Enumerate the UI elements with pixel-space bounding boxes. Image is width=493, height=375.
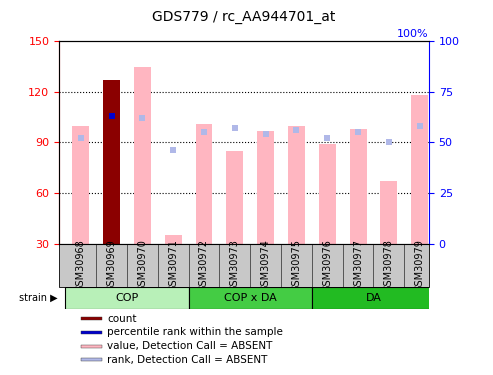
Text: COP: COP <box>115 293 139 303</box>
Bar <box>188 287 312 309</box>
Text: DA: DA <box>365 293 382 303</box>
Bar <box>196 124 212 243</box>
Text: GSM30969: GSM30969 <box>106 239 116 292</box>
Text: value, Detection Call = ABSENT: value, Detection Call = ABSENT <box>107 341 273 351</box>
Bar <box>81 331 102 334</box>
Text: GSM30974: GSM30974 <box>261 239 271 292</box>
Bar <box>65 287 188 309</box>
Text: percentile rank within the sample: percentile rank within the sample <box>107 327 283 338</box>
Text: GSM30970: GSM30970 <box>138 239 147 292</box>
Text: strain ▶: strain ▶ <box>19 293 58 303</box>
Text: GSM30976: GSM30976 <box>322 239 332 292</box>
Text: COP x DA: COP x DA <box>224 293 277 303</box>
Text: GSM30978: GSM30978 <box>384 239 394 292</box>
Bar <box>103 80 120 243</box>
Bar <box>81 345 102 348</box>
Bar <box>319 144 336 243</box>
Bar <box>72 126 89 243</box>
Text: count: count <box>107 314 137 324</box>
Text: GSM30979: GSM30979 <box>415 239 424 292</box>
Bar <box>350 129 366 243</box>
Text: 100%: 100% <box>397 29 429 39</box>
Text: GSM30971: GSM30971 <box>168 239 178 292</box>
Bar <box>381 181 397 243</box>
Text: GDS779 / rc_AA944701_at: GDS779 / rc_AA944701_at <box>152 10 336 24</box>
Text: rank, Detection Call = ABSENT: rank, Detection Call = ABSENT <box>107 355 268 365</box>
Bar <box>411 95 428 243</box>
Bar <box>288 126 305 243</box>
Bar <box>165 235 181 243</box>
Text: GSM30977: GSM30977 <box>353 239 363 292</box>
Text: GSM30972: GSM30972 <box>199 239 209 292</box>
Text: GSM30968: GSM30968 <box>76 239 86 292</box>
Bar <box>312 287 435 309</box>
Bar <box>257 130 274 243</box>
Text: GSM30975: GSM30975 <box>291 239 301 292</box>
Bar <box>134 66 151 243</box>
Bar <box>81 358 102 362</box>
Bar <box>81 317 102 320</box>
Bar <box>226 151 243 243</box>
Text: GSM30973: GSM30973 <box>230 239 240 292</box>
